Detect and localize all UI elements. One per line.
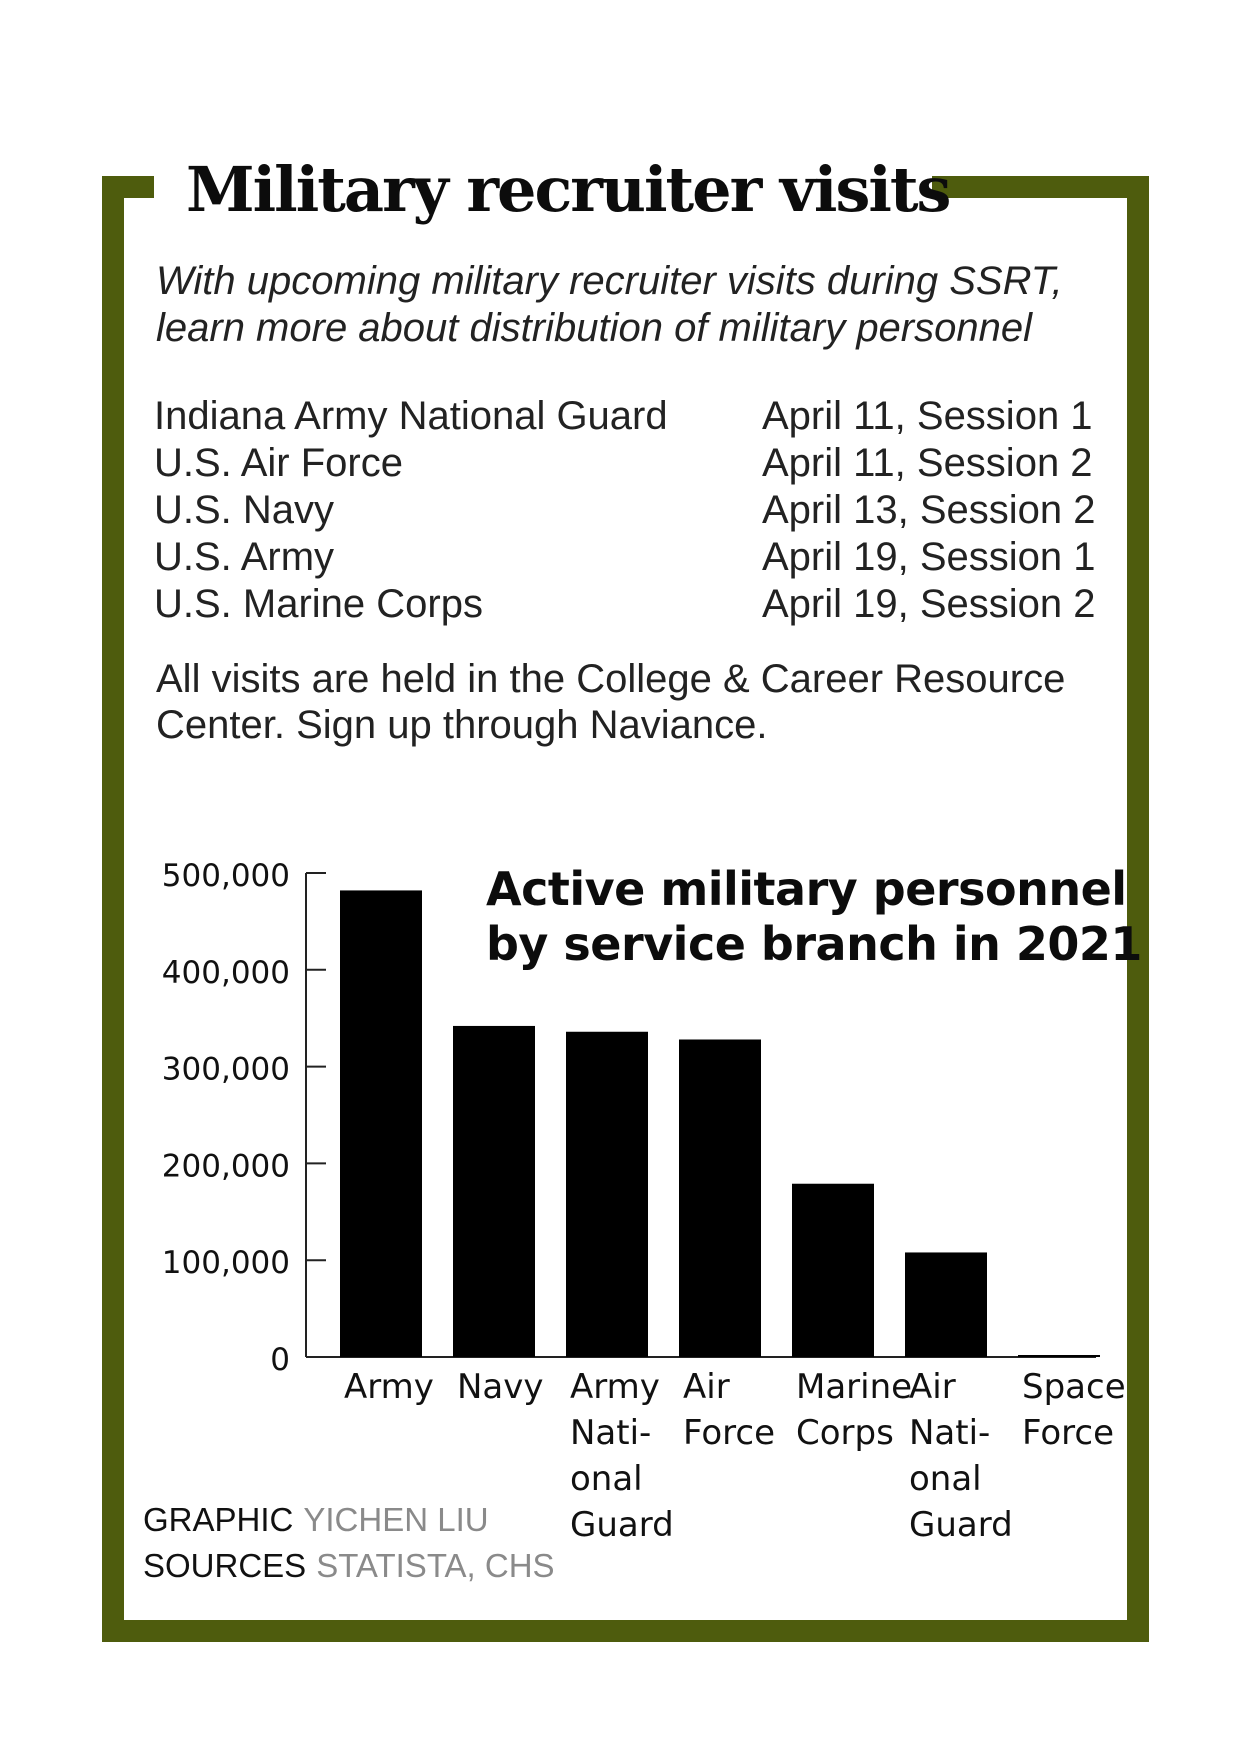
x-tick-label-line: Guard	[909, 1505, 1013, 1545]
x-tick-label-line: Corps	[796, 1413, 894, 1453]
y-tick-label: 200,000	[162, 1148, 290, 1184]
x-tick-label: Air Nati-onal Guard	[909, 1367, 1013, 1545]
credit-graphic: GRAPHIC YICHEN LIU	[143, 1497, 555, 1543]
x-tick-label-line: Marine	[796, 1367, 912, 1407]
visit-branch: U.S. Air Force	[154, 441, 403, 485]
subtitle-line: With upcoming military recruiter visits …	[156, 259, 1063, 303]
visit-branch: U.S. Army	[154, 535, 335, 579]
frame-bottom	[102, 1620, 1149, 1642]
x-tick-label-line: Guard	[570, 1505, 674, 1545]
chart-title-line: Active military personnel	[486, 862, 1127, 916]
x-tick-label-line: Army	[344, 1367, 434, 1407]
note-line: Center. Sign up through Naviance.	[156, 703, 768, 747]
x-tick-label: Space Force	[1022, 1367, 1126, 1453]
x-tick-label-line: onal	[570, 1459, 643, 1499]
y-tick-label: 0	[270, 1342, 290, 1378]
credits: GRAPHIC YICHEN LIU SOURCES STATISTA, CHS	[143, 1497, 555, 1589]
visit-date: April 19, Session 2	[762, 582, 1096, 626]
frame-left	[102, 176, 124, 1642]
x-tick-label-line: Force	[683, 1413, 775, 1453]
bar	[340, 890, 422, 1357]
y-tick-label: 100,000	[162, 1245, 290, 1281]
y-tick-label: 300,000	[162, 1052, 290, 1088]
visit-date: April 11, Session 1	[762, 394, 1093, 438]
x-tick-label-line: Air	[909, 1367, 956, 1407]
visit-row: U.S. Air Force April 11, Session 2	[154, 440, 1104, 487]
x-tick-label-line: onal	[909, 1459, 982, 1499]
visit-date: April 19, Session 1	[762, 535, 1096, 579]
subtitle: With upcoming military recruiter visits …	[156, 258, 1076, 352]
x-tick-label: Army Nati-onal Guard	[570, 1367, 674, 1545]
visit-row: U.S. Army April 19, Session 1	[154, 534, 1104, 581]
credit-sources-name: STATISTA, CHS	[316, 1547, 555, 1584]
y-tick-label: 500,000	[162, 858, 290, 894]
credit-graphic-name: YICHEN LIU	[303, 1501, 489, 1538]
visit-row: U.S. Navy April 13, Session 2	[154, 487, 1104, 534]
note-line: All visits are held in the College & Car…	[156, 657, 1066, 701]
x-tick-label-line: Force	[1022, 1413, 1114, 1453]
visit-note: All visits are held in the College & Car…	[156, 656, 1086, 748]
bar	[792, 1183, 874, 1357]
visit-branch: Indiana Army National Guard	[154, 394, 668, 438]
visit-row: Indiana Army National Guard April 11, Se…	[154, 393, 1104, 440]
visit-date: April 13, Session 2	[762, 488, 1096, 532]
subtitle-line: learn more about distribution of militar…	[156, 306, 1032, 350]
x-tick-label-line: Army	[570, 1367, 660, 1407]
x-tick-label-line: Nati-	[909, 1413, 990, 1453]
bar	[566, 1031, 648, 1357]
visit-schedule: Indiana Army National Guard April 11, Se…	[154, 393, 1104, 628]
bar	[905, 1252, 987, 1357]
bar	[679, 1039, 761, 1357]
credit-sources-label: SOURCES	[143, 1547, 307, 1584]
bar	[453, 1025, 535, 1357]
visit-branch: U.S. Navy	[154, 488, 335, 532]
x-tick-label-line: Air	[683, 1367, 730, 1407]
x-tick-label: Marine Corps	[796, 1367, 912, 1453]
visit-date: April 11, Session 2	[762, 441, 1093, 485]
x-tick-label-line: Nati-	[570, 1413, 651, 1453]
frame-right	[1127, 176, 1149, 1642]
visit-row: U.S. Marine Corps April 19, Session 2	[154, 581, 1104, 628]
x-tick-label: Navy	[457, 1367, 544, 1407]
visit-branch: U.S. Marine Corps	[154, 582, 483, 626]
x-tick-label: Air Force	[683, 1367, 775, 1453]
x-tick-label-line: Navy	[457, 1367, 544, 1407]
bar	[1018, 1355, 1100, 1357]
frame-top-right	[932, 176, 1149, 198]
chart-title: Active military personnel by service bra…	[486, 862, 1142, 972]
page-title: Military recruiter visits	[186, 153, 951, 226]
credit-sources: SOURCES STATISTA, CHS	[143, 1543, 555, 1589]
x-tick-label-line: Space	[1022, 1367, 1126, 1407]
x-tick-label: Army	[344, 1367, 434, 1407]
credit-graphic-label: GRAPHIC	[143, 1501, 294, 1538]
y-tick-label: 400,000	[162, 955, 290, 991]
chart-title-line: by service branch in 2021	[486, 917, 1142, 971]
